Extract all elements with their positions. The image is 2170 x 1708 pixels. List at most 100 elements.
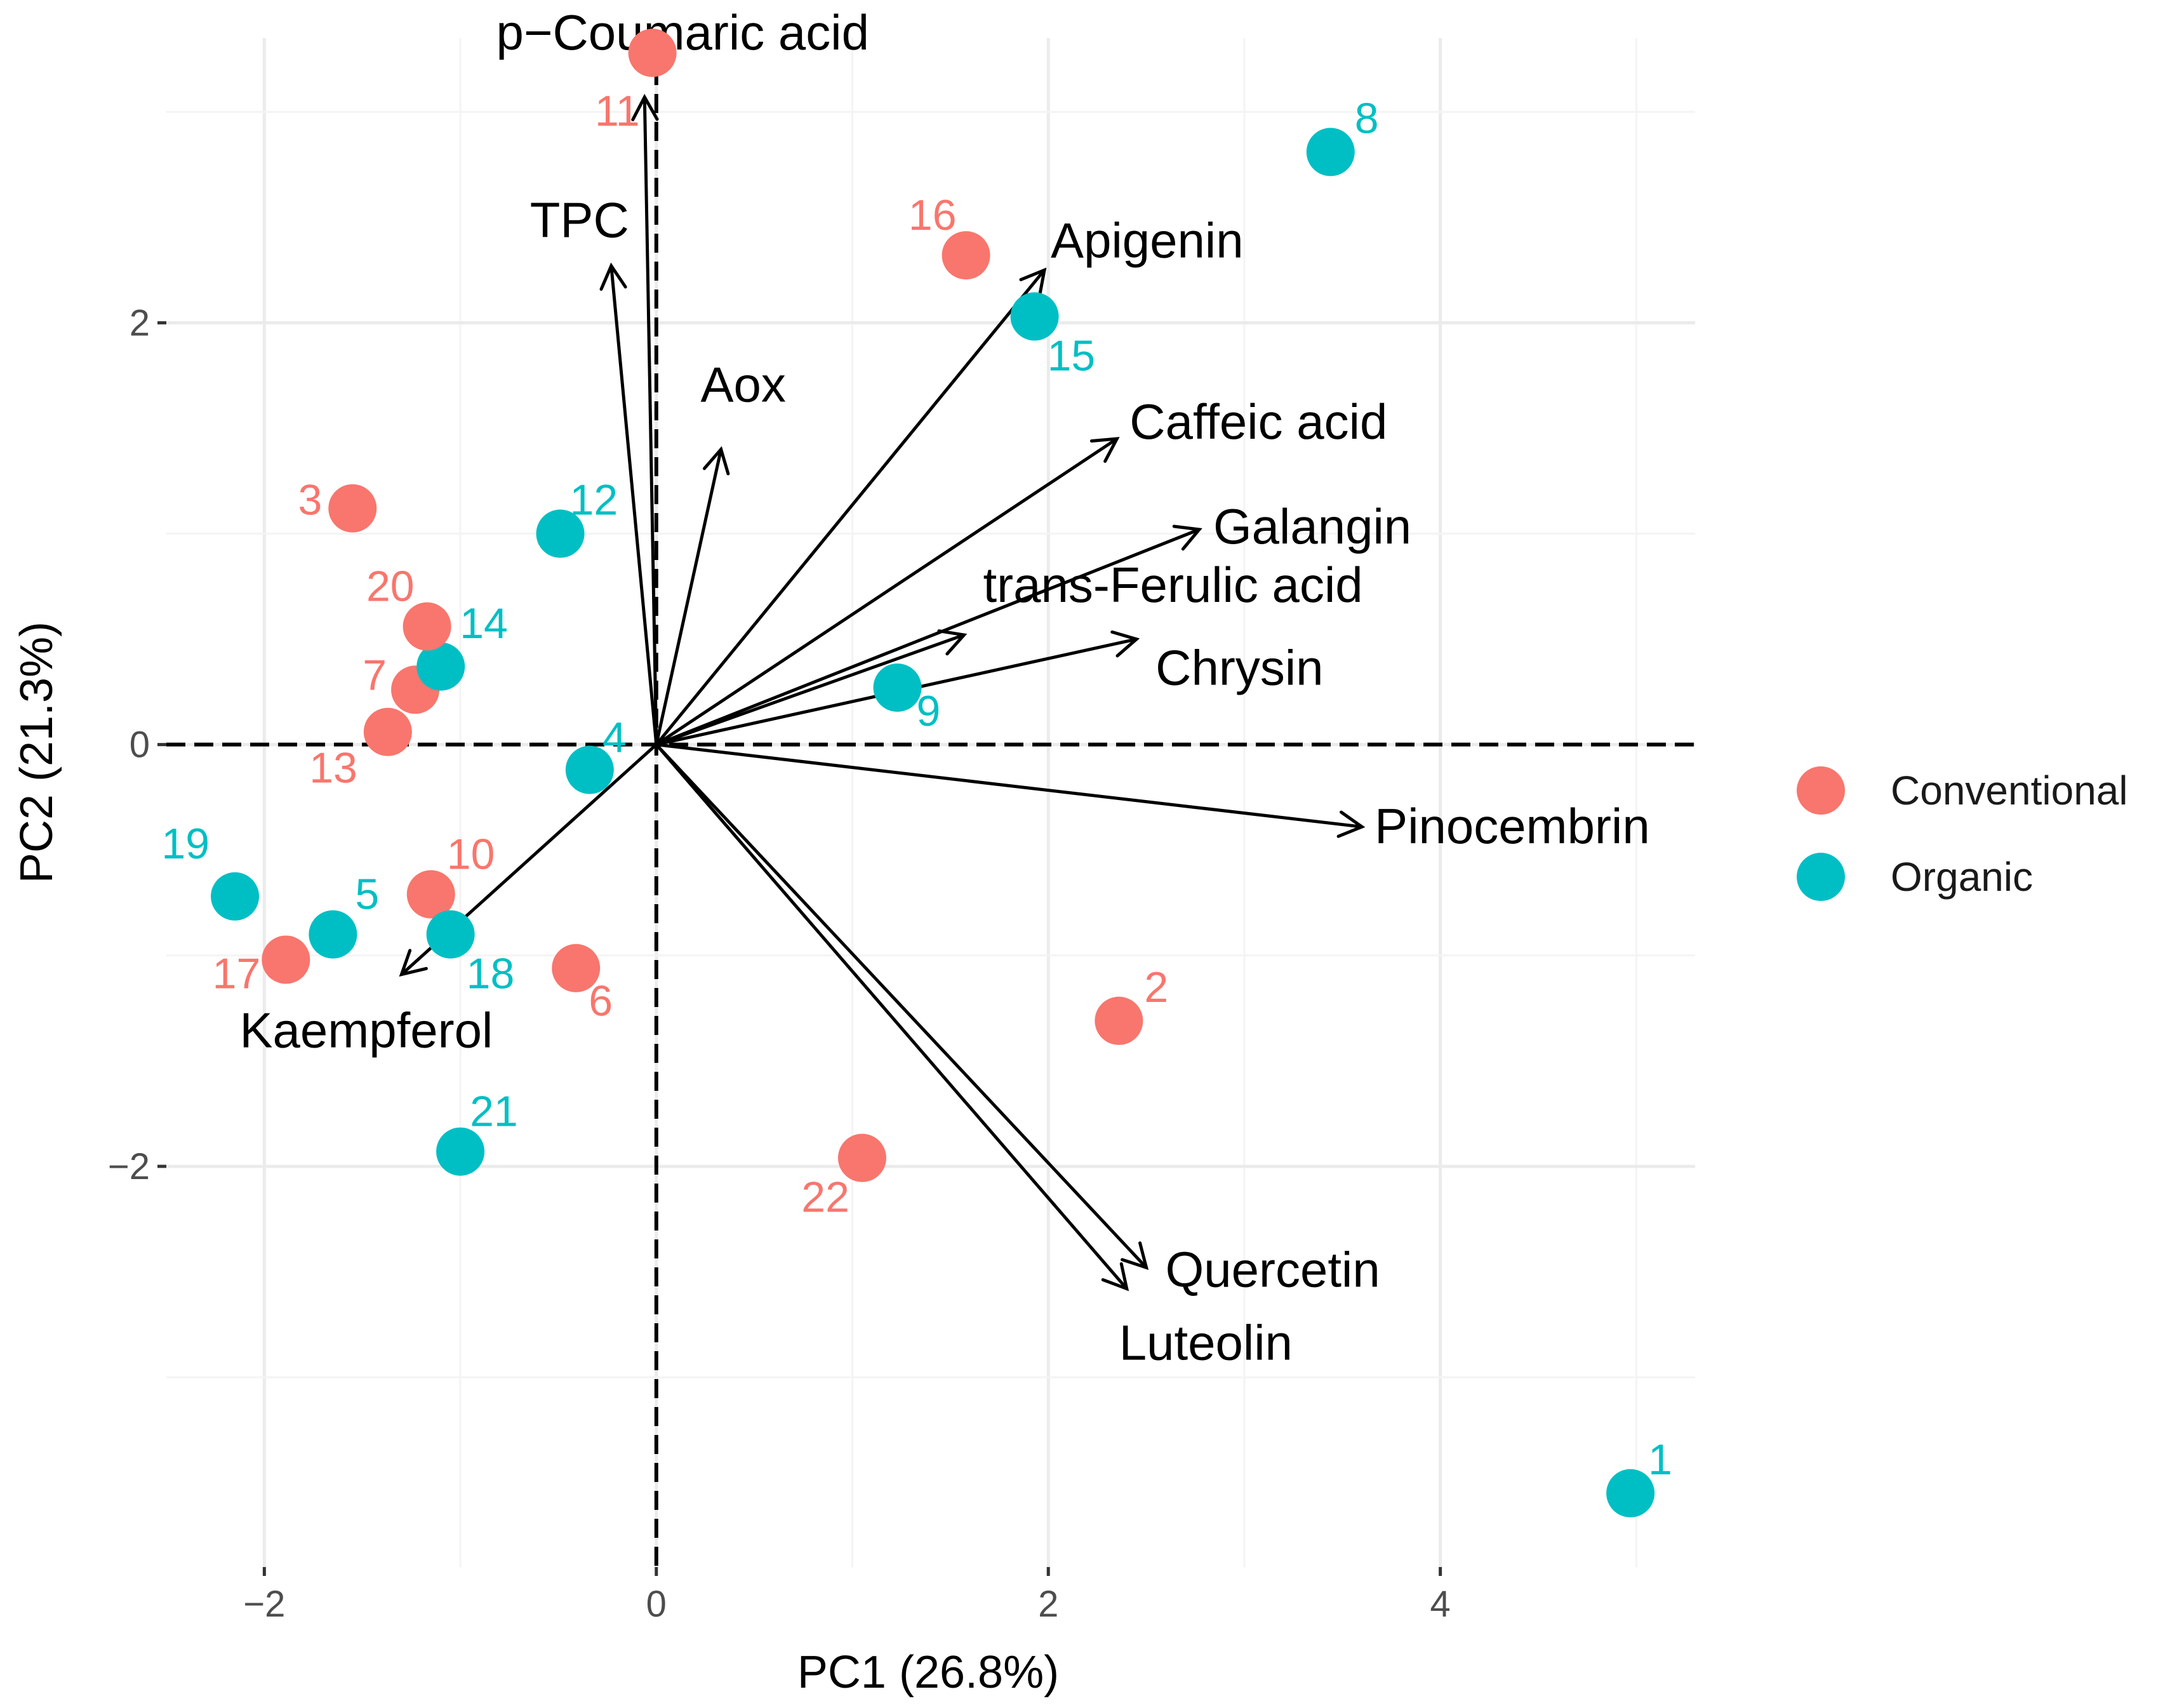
score-point-label: 4: [602, 714, 627, 762]
x-tick-label: 2: [1038, 1584, 1058, 1625]
score-point-label: 9: [917, 687, 941, 735]
arrowhead-icon: [399, 949, 428, 977]
arrowhead-icon: [1121, 1241, 1149, 1271]
y-tick-label: −2: [108, 1146, 150, 1187]
loading-label: trans-Ferulic acid: [983, 557, 1362, 613]
arrowhead-icon: [1172, 524, 1202, 551]
loading-luteolin: Luteolin: [655, 743, 1293, 1371]
score-point-marker: [416, 642, 465, 691]
score-point-marker: [403, 602, 451, 651]
loading-arrows: p−Coumaric acid TPC Aox Apigenin Caffeic aci…: [239, 4, 1649, 1371]
score-point-label: 5: [355, 871, 379, 919]
y-tick-label: 0: [130, 724, 150, 766]
score-point-marker: [873, 663, 922, 712]
arrowhead-icon: [631, 93, 659, 121]
loading-apigenin: Apigenin: [655, 212, 1244, 747]
arrowhead-icon: [702, 446, 730, 476]
score-point-label: 20: [366, 563, 415, 611]
loading-label: p−Coumaric acid: [496, 4, 869, 60]
score-point-marker: [942, 231, 990, 280]
score-point-marker: [406, 870, 455, 919]
score-point-5: 5: [309, 871, 379, 959]
score-point-marker: [363, 707, 412, 756]
legend: Conventional Organic: [1797, 766, 2128, 901]
score-point-1: 1: [1606, 1436, 1672, 1518]
loading-arrow-line: [655, 528, 1201, 747]
loading-arrow-line: [655, 743, 1129, 1291]
x-tick-label: −2: [243, 1584, 285, 1625]
score-point-label: 15: [1048, 331, 1096, 380]
y-tick-label: 2: [130, 302, 150, 344]
score-point-label: 22: [801, 1173, 849, 1222]
loading-label: TPC: [530, 192, 629, 248]
zero-lines: [166, 38, 1695, 1567]
score-point-10: 10: [406, 830, 495, 919]
score-point-marker: [552, 944, 601, 992]
score-point-label: 18: [467, 950, 515, 998]
loading-kaempferol: Kaempferol: [239, 743, 658, 1058]
score-point-14: 14: [416, 599, 508, 691]
loading-arrow-line: [642, 95, 658, 747]
score-point-label: 8: [1355, 94, 1379, 142]
score-point-label: 21: [470, 1088, 518, 1136]
score-point-label: 11: [595, 87, 640, 135]
loading-label: Quercetin: [1166, 1241, 1380, 1297]
legend-item-conventional: Conventional: [1797, 766, 2128, 815]
score-point-22: 22: [801, 1133, 886, 1222]
loading-trans-ferulic-acid: trans-Ferulic acid: [655, 557, 1363, 747]
loading-pinocembrin: Pinocembrin: [655, 743, 1650, 854]
score-point-12: 12: [536, 476, 618, 558]
x-tick-label: 0: [646, 1584, 667, 1625]
score-point-4: 4: [565, 714, 627, 794]
score-point-marker: [426, 910, 475, 959]
score-point-label: 19: [161, 820, 210, 868]
arrowhead-icon: [1089, 437, 1120, 463]
score-point-marker: [565, 745, 614, 794]
score-point-label: 1: [1648, 1436, 1672, 1484]
score-point-17: 17: [213, 935, 310, 997]
score-point-3: 3: [298, 476, 377, 533]
score-point-20: 20: [366, 563, 451, 651]
score-point-label: 7: [363, 651, 387, 699]
loading-arrow-line: [655, 448, 723, 747]
score-point-19: 19: [161, 820, 260, 921]
loading-label: Luteolin: [1119, 1315, 1293, 1371]
loading-tpc: TPC: [530, 192, 658, 747]
score-point-15: 15: [1010, 292, 1096, 380]
axes: PC1 (26.8%) PC2 (21.3%) −2 0 2 4 −2 0 2: [11, 302, 1451, 1698]
score-point-marker: [628, 29, 677, 77]
score-point-label: 14: [460, 599, 508, 648]
score-point-marker: [1606, 1469, 1655, 1518]
legend-label-conventional: Conventional: [1891, 768, 2128, 813]
score-point-2: 2: [1095, 963, 1168, 1045]
score-point-label: 3: [298, 476, 322, 524]
legend-item-organic: Organic: [1797, 853, 2033, 901]
score-point-label: 13: [309, 744, 357, 792]
arrowhead-icon: [1110, 630, 1140, 658]
loading-arrow-line: [655, 437, 1119, 747]
score-point-marker: [436, 1127, 485, 1176]
score-point-label: 16: [909, 191, 957, 239]
arrowhead-icon: [937, 629, 968, 656]
loading-label: Apigenin: [1051, 212, 1244, 268]
loading-quercetin: Quercetin: [655, 743, 1380, 1297]
score-point-marker: [837, 1133, 886, 1182]
score-point-8: 8: [1306, 94, 1379, 177]
score-point-13: 13: [309, 707, 412, 792]
legend-key-conventional: [1797, 766, 1845, 815]
loading-arrow-line: [655, 743, 1148, 1269]
x-tick-label: 4: [1430, 1584, 1451, 1625]
loading-arrow-line: [655, 633, 966, 747]
score-point-6: 6: [552, 944, 613, 1025]
score-point-16: 16: [909, 191, 990, 280]
loading-label: Caffeic acid: [1129, 394, 1387, 450]
score-point-marker: [536, 509, 585, 558]
legend-label-organic: Organic: [1891, 854, 2033, 900]
score-point-label: 2: [1144, 963, 1168, 1011]
loading-label: Aox: [700, 357, 785, 413]
y-axis-title: PC2 (21.3%): [11, 622, 62, 883]
loading-arrow-line: [609, 264, 658, 747]
score-point-marker: [328, 484, 377, 533]
score-point-label: 12: [570, 476, 618, 524]
